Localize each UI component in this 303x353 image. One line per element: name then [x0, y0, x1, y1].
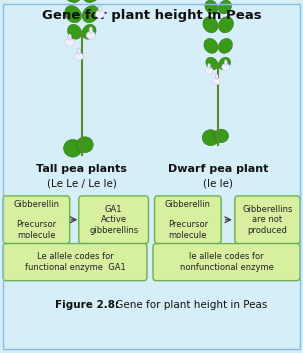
Ellipse shape — [63, 0, 81, 2]
Ellipse shape — [222, 64, 230, 71]
Ellipse shape — [89, 27, 93, 33]
Ellipse shape — [95, 10, 105, 18]
Ellipse shape — [82, 6, 99, 23]
Ellipse shape — [65, 6, 82, 23]
Text: Gibberellins
are not
produced: Gibberellins are not produced — [242, 205, 293, 235]
Ellipse shape — [213, 78, 221, 85]
Text: Dwarf pea plant: Dwarf pea plant — [168, 164, 268, 174]
Text: (le le): (le le) — [203, 178, 233, 188]
Ellipse shape — [203, 17, 218, 33]
Ellipse shape — [77, 48, 81, 54]
Ellipse shape — [82, 24, 96, 39]
Ellipse shape — [65, 38, 74, 46]
FancyBboxPatch shape — [3, 196, 70, 244]
Ellipse shape — [86, 31, 95, 39]
Ellipse shape — [215, 74, 218, 79]
Ellipse shape — [218, 0, 231, 14]
Text: Gene for plant height in Peas: Gene for plant height in Peas — [42, 9, 261, 22]
Ellipse shape — [98, 6, 102, 12]
Text: Figure 2.8:: Figure 2.8: — [55, 300, 119, 310]
Ellipse shape — [204, 38, 218, 53]
Ellipse shape — [224, 60, 227, 65]
Ellipse shape — [68, 34, 72, 40]
Ellipse shape — [218, 58, 231, 70]
Text: le allele codes for
nonfunctional enzyme: le allele codes for nonfunctional enzyme — [180, 252, 273, 272]
Ellipse shape — [205, 67, 213, 74]
Ellipse shape — [74, 53, 83, 60]
FancyBboxPatch shape — [3, 244, 147, 281]
Ellipse shape — [82, 0, 101, 2]
Ellipse shape — [218, 38, 232, 53]
Text: Gibberellin

Precursor
molecule: Gibberellin Precursor molecule — [165, 200, 211, 240]
Ellipse shape — [208, 63, 211, 69]
Ellipse shape — [205, 0, 218, 14]
Text: GA1
Active
gibberellins: GA1 Active gibberellins — [89, 205, 138, 235]
Ellipse shape — [68, 24, 82, 39]
Ellipse shape — [206, 58, 218, 70]
FancyBboxPatch shape — [155, 196, 221, 244]
Ellipse shape — [64, 139, 82, 157]
Text: (Le Le / Le le): (Le Le / Le le) — [47, 178, 117, 188]
Ellipse shape — [214, 129, 228, 143]
Ellipse shape — [76, 137, 93, 152]
Ellipse shape — [202, 130, 219, 145]
Text: Tall pea plants: Tall pea plants — [36, 164, 127, 174]
Text: Le allele codes for
functional enzyme  GA1: Le allele codes for functional enzyme GA… — [25, 252, 125, 272]
Text: Gene for plant height in Peas: Gene for plant height in Peas — [112, 300, 268, 310]
FancyBboxPatch shape — [235, 196, 300, 244]
Text: Gibberellin

Precursor
molecule: Gibberellin Precursor molecule — [13, 200, 59, 240]
FancyBboxPatch shape — [79, 196, 148, 244]
Ellipse shape — [218, 17, 233, 33]
FancyBboxPatch shape — [153, 244, 300, 281]
